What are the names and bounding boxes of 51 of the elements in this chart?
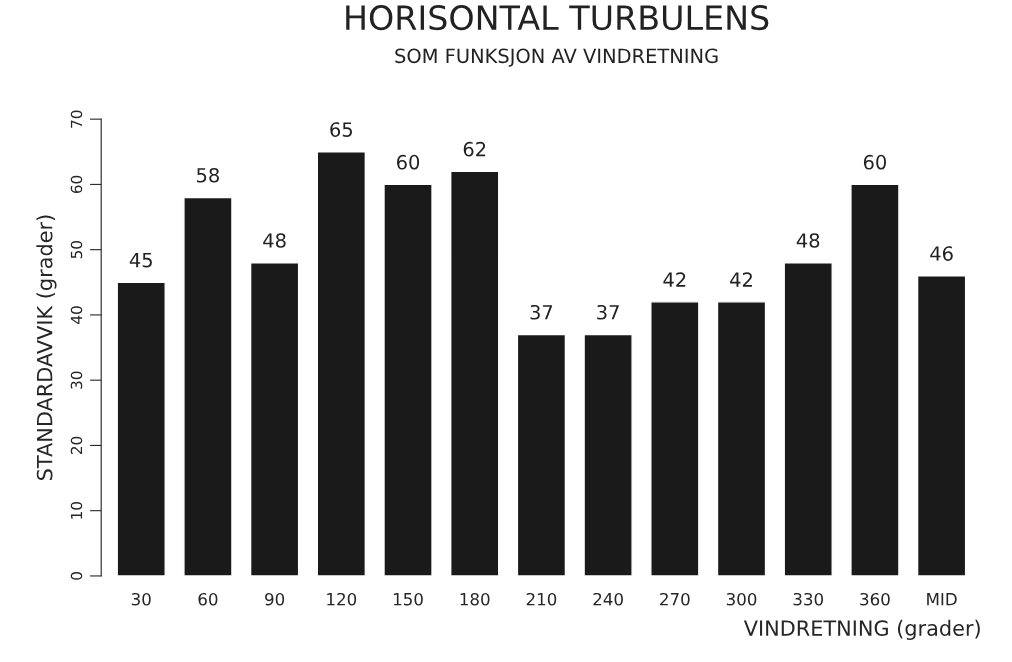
y-tick-label: 50 xyxy=(70,240,83,259)
data-label: 48 xyxy=(263,233,286,248)
x-tick-label: 360 xyxy=(860,592,890,606)
chart-subtitle: SOM FUNKSJON AV VINDRETNING xyxy=(395,48,718,67)
x-tick-label: 60 xyxy=(198,592,218,606)
y-axis-title: STANDARDAVVIK (grader) xyxy=(36,215,57,480)
x-tick-label: 120 xyxy=(327,592,357,606)
data-label: 58 xyxy=(197,167,219,183)
bar xyxy=(516,333,567,576)
x-tick-label: 30 xyxy=(131,592,151,606)
x-tick-label: MID xyxy=(927,593,957,606)
bar xyxy=(383,183,433,576)
bar xyxy=(316,151,367,576)
y-tick-label: 0 xyxy=(70,572,83,580)
data-label: 37 xyxy=(597,304,619,320)
bar xyxy=(783,262,833,576)
bar xyxy=(116,281,166,576)
data-label: 46 xyxy=(930,246,953,261)
x-tick-label: 240 xyxy=(593,592,623,606)
data-label: 60 xyxy=(397,154,420,170)
x-axis-title: VINDRETNING (grader) xyxy=(743,619,980,641)
x-tick-label: 150 xyxy=(393,592,423,606)
y-tick-label: 60 xyxy=(70,175,83,194)
x-tick-label: 300 xyxy=(726,592,757,606)
bar xyxy=(716,301,767,576)
x-tick-label: 270 xyxy=(660,592,690,606)
bar xyxy=(183,196,233,576)
data-label: 42 xyxy=(730,272,752,287)
data-label: 42 xyxy=(663,272,686,287)
y-tick-label: 40 xyxy=(70,306,83,324)
y-tick-label: 10 xyxy=(70,501,83,519)
data-label: 45 xyxy=(129,252,152,268)
bar xyxy=(249,262,300,576)
x-tick-label: 210 xyxy=(526,592,557,606)
bar xyxy=(583,333,633,576)
data-label: 60 xyxy=(863,154,886,170)
y-tick-label: 30 xyxy=(70,371,83,389)
data-label: 48 xyxy=(796,233,820,248)
data-label: 37 xyxy=(530,304,553,320)
x-tick-label: 90 xyxy=(265,592,285,606)
chart-title: HORISONTAL TURBULENS xyxy=(346,5,769,31)
y-tick-label: 70 xyxy=(70,110,83,128)
data-label: 65 xyxy=(330,122,352,137)
bar xyxy=(450,170,500,576)
x-tick-label: 180 xyxy=(460,592,490,606)
data-label: 62 xyxy=(463,141,486,157)
bar xyxy=(850,183,900,576)
y-tick-label: 20 xyxy=(70,436,83,455)
x-tick-label: 330 xyxy=(793,592,824,606)
bar xyxy=(650,301,700,576)
bar xyxy=(916,275,967,576)
